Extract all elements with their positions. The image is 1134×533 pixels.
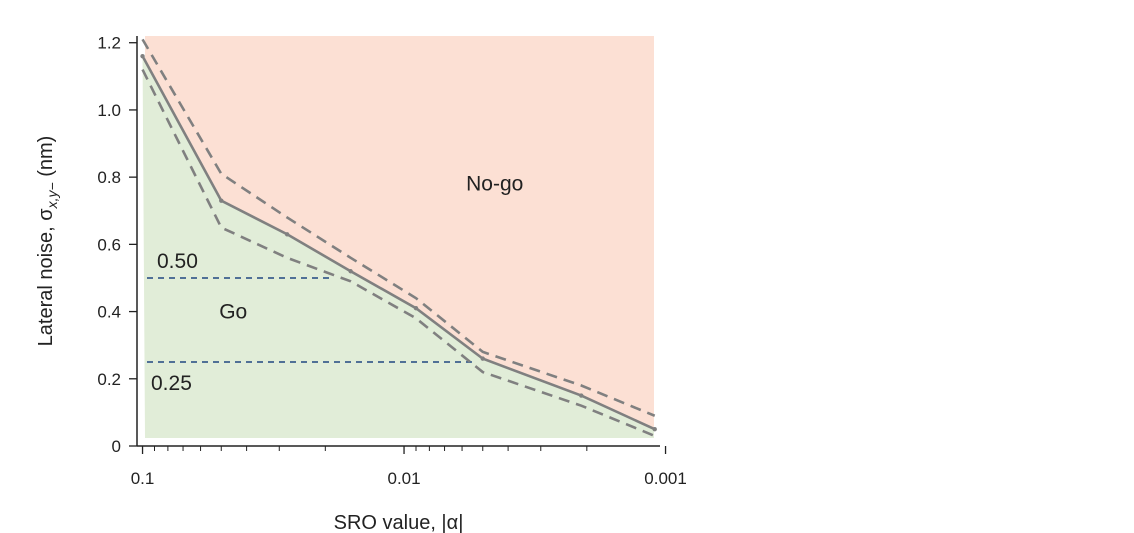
threshold-label-0-50: 0.50 (157, 250, 198, 273)
boundary-point-1 (219, 198, 224, 203)
x-axis-title: SRO value, |α| (334, 512, 464, 533)
region-label-go: Go (219, 300, 247, 323)
go-region (142, 56, 655, 438)
boundary-point-0 (140, 53, 145, 59)
y-axis-title-unit: (nm) (35, 136, 57, 183)
x-tick-label-2: 0.001 (644, 469, 687, 488)
x-tick-label-0: 0.1 (131, 469, 155, 488)
boundary-point-3 (348, 269, 353, 274)
y-tick-label-3: 0.6 (97, 235, 121, 254)
threshold-label-0-25: 0.25 (151, 372, 192, 395)
y-tick-label-1: 0.2 (97, 370, 121, 389)
boundary-point-6 (579, 393, 584, 398)
boundary-point-4 (413, 306, 419, 311)
x-tick-label-1: 0.01 (387, 469, 420, 488)
y-tick-label-0: 0 (112, 437, 121, 456)
y-tick-label-4: 0.8 (97, 168, 121, 187)
upper-bound-line (141, 38, 656, 417)
region-label-no-go: No-go (466, 173, 523, 196)
y-tick-label-2: 0.4 (97, 303, 121, 322)
y-tick-label-5: 1.0 (97, 101, 121, 120)
boundary-point-5 (480, 356, 485, 361)
boundary-point-2 (284, 232, 290, 237)
y-axis-title-subscript: x,y− (44, 182, 60, 209)
y-axis-title: Lateral noise, σx,y− (nm) (35, 136, 60, 347)
y-tick-label-6: 1.2 (97, 34, 121, 53)
boundary-line (141, 55, 656, 431)
y-axis-title-main: Lateral noise, σ (35, 208, 57, 347)
boundary-point-7 (652, 426, 657, 432)
lower-bound-line (141, 69, 656, 438)
